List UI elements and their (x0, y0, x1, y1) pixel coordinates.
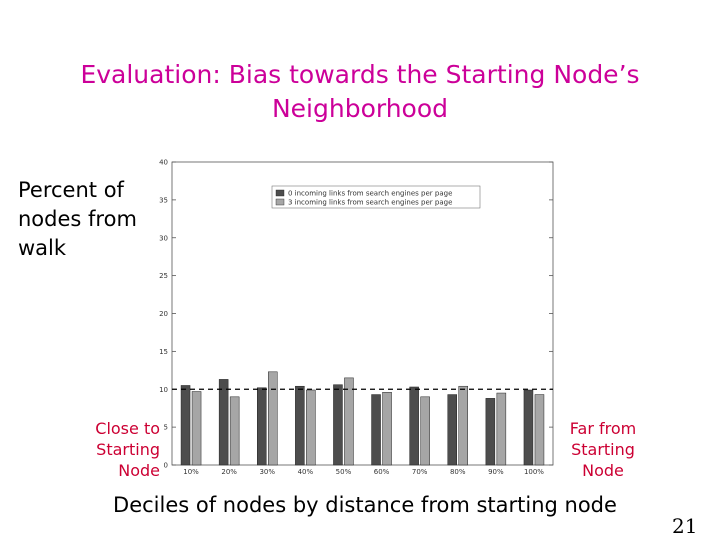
bar-series-1 (496, 392, 507, 466)
x-tick-label: 60% (374, 468, 390, 476)
legend-label-0: 0 incoming links from search engines per… (288, 190, 452, 198)
bar-series-0 (447, 394, 457, 466)
close-to-start-label: Close to Starting Node (78, 418, 160, 481)
legend-swatch-0 (275, 189, 285, 197)
y-tick-label: 0 (164, 462, 168, 470)
slide-title-line-2: Neighborhood (271, 94, 449, 123)
bar-series-1 (306, 389, 316, 466)
slide-title-line-1: Evaluation: Bias towards the Starting No… (80, 60, 640, 89)
y-tick-label: 15 (159, 348, 168, 356)
y-axis-label-line-2: nodes from (18, 207, 137, 231)
y-tick-label: 30 (159, 234, 168, 242)
bar-series-1 (534, 394, 545, 466)
y-tick-label: 35 (159, 196, 168, 204)
far-label-line-2: Starting (571, 440, 635, 459)
x-tick-label: 40% (298, 468, 314, 476)
bar-series-0 (257, 387, 267, 466)
x-tick-label: 100% (524, 468, 544, 476)
far-label-line-1: Far from (569, 419, 637, 438)
bar-series-0 (523, 389, 534, 466)
x-tick-label: 80% (450, 468, 466, 476)
bar-series-1 (344, 377, 354, 466)
bar-series-1 (382, 392, 392, 466)
x-tick-label: 70% (412, 468, 428, 476)
legend-label-1: 3 incoming links from search engines per… (288, 199, 452, 207)
y-axis-label-line-3: walk (18, 236, 67, 260)
bar-series-0 (371, 394, 381, 466)
x-tick-label: 20% (221, 468, 237, 476)
x-tick-label: 30% (259, 468, 275, 476)
legend-box (271, 185, 481, 209)
bar-series-0 (333, 384, 343, 466)
close-label-line-3: Node (118, 461, 160, 480)
y-axis-label: Percent of nodes from walk (18, 176, 158, 263)
far-from-start-label: Far from Starting Node (560, 418, 646, 481)
bar-series-0 (485, 398, 496, 466)
y-tick-label: 10 (159, 386, 168, 394)
legend-swatch-1 (275, 198, 285, 206)
bar-series-0 (218, 379, 229, 466)
bar-series-1 (268, 371, 278, 466)
x-axis-label: Deciles of nodes by distance from starti… (113, 493, 617, 517)
y-tick-label: 25 (159, 272, 168, 280)
x-tick-label: 50% (336, 468, 352, 476)
x-tick-label: 10% (183, 468, 199, 476)
far-label-line-3: Node (582, 461, 624, 480)
bar-series-1 (420, 396, 430, 466)
slide-title: Evaluation: Bias towards the Starting No… (40, 58, 680, 126)
close-label-line-2: Starting (96, 440, 160, 459)
bar-series-1 (191, 391, 202, 466)
bar-series-1 (229, 396, 240, 466)
bar-series-0 (180, 385, 191, 466)
close-label-line-1: Close to (95, 419, 160, 438)
x-tick-label: 90% (488, 468, 504, 476)
bar-series-0 (409, 386, 419, 466)
y-axis-label-line-1: Percent of (18, 178, 124, 202)
y-tick-label: 5 (164, 424, 168, 432)
y-tick-label: 20 (159, 310, 168, 318)
bar-series-0 (295, 385, 305, 466)
y-tick-label: 40 (159, 159, 168, 167)
page-number: 21 (672, 514, 698, 538)
bar-series-1 (458, 385, 468, 466)
